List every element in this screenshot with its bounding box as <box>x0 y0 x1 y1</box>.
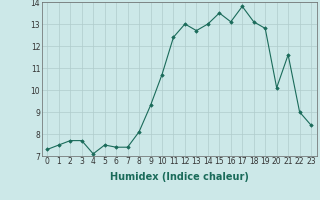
X-axis label: Humidex (Indice chaleur): Humidex (Indice chaleur) <box>110 172 249 182</box>
